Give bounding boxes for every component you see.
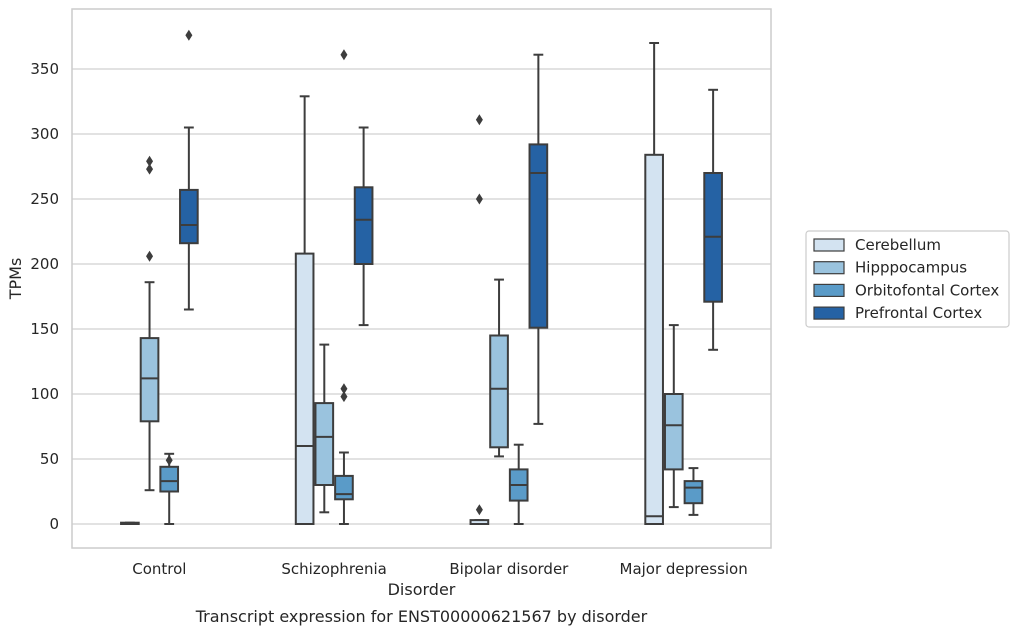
- box-body: [353, 186, 374, 265]
- box-body: [334, 474, 354, 501]
- box-2-2: [508, 443, 529, 525]
- box-body: [663, 393, 684, 471]
- chart-caption: Transcript expression for ENST0000062156…: [195, 607, 648, 626]
- legend-label: Prefrontal Cortex: [855, 304, 982, 322]
- box-1-3: [663, 324, 684, 509]
- box-3-0: [179, 29, 199, 311]
- plot-area-frame: [71, 8, 772, 549]
- outlier-point: [475, 504, 483, 516]
- x-axis-ticks: Control Schizophrenia Bipolar disorder Majo…: [132, 560, 747, 578]
- legend-swatch: [813, 283, 845, 297]
- y-axis-label: TPMs: [6, 258, 25, 301]
- box-3-3: [703, 88, 723, 351]
- y-tick-label: 100: [30, 385, 59, 403]
- y-tick-label: 350: [30, 60, 59, 78]
- box-plots: [120, 29, 723, 526]
- legend-label: Cerebellum: [855, 236, 941, 254]
- outlier-point: [340, 49, 348, 61]
- y-tick-label: 250: [30, 190, 59, 208]
- x-tick-label: Schizophrenia: [281, 560, 386, 578]
- y-tick-label: 150: [30, 320, 59, 338]
- box-body: [159, 465, 180, 493]
- box-3-1: [353, 126, 374, 327]
- box-body: [139, 337, 160, 423]
- outlier-point: [146, 250, 154, 262]
- box-1-1: [314, 343, 335, 514]
- outlier-point: [475, 193, 483, 205]
- box-0-0: [120, 521, 140, 526]
- legend-swatch: [813, 238, 845, 252]
- legend: Cerebellum Hipppocampus Orbitofontal Corte…: [805, 230, 1010, 328]
- y-tick-label: 0: [49, 515, 59, 533]
- box-body: [683, 480, 704, 505]
- box-body: [528, 143, 549, 329]
- box-body: [644, 153, 664, 526]
- outlier-point: [475, 114, 483, 126]
- x-tick-label: Control: [132, 560, 186, 578]
- outlier-point: [340, 383, 348, 395]
- x-axis-label: Disorder: [388, 580, 456, 599]
- y-tick-label: 50: [40, 450, 59, 468]
- y-axis-ticks: 0 50 100 150 200 250 300 350: [30, 60, 59, 533]
- outlier-point: [340, 391, 348, 403]
- x-tick-label: Major depression: [620, 560, 748, 578]
- outlier-point: [165, 454, 173, 466]
- legend-label: Hipppocampus: [855, 259, 967, 277]
- outlier-point: [146, 163, 154, 175]
- legend-frame: [805, 230, 1010, 328]
- box-0-2: [469, 114, 490, 525]
- box-0-3: [644, 42, 664, 526]
- box-body: [314, 402, 335, 487]
- box-2-0: [159, 452, 180, 525]
- box-3-2: [528, 53, 549, 425]
- box-0-1: [294, 95, 315, 525]
- outlier-point: [185, 29, 193, 41]
- legend-label: Orbitofontal Cortex: [855, 281, 999, 299]
- box-2-3: [683, 467, 704, 516]
- box-body: [179, 188, 199, 245]
- box-2-1: [334, 49, 354, 525]
- box-body: [294, 252, 315, 525]
- box-1-2: [489, 278, 509, 458]
- box-1-0: [139, 155, 160, 492]
- y-tick-label: 300: [30, 125, 59, 143]
- x-tick-label: Bipolar disorder: [449, 560, 569, 578]
- legend-swatch: [813, 261, 845, 275]
- outlier-point: [146, 155, 154, 167]
- legend-swatch: [813, 306, 845, 320]
- y-tick-label: 200: [30, 255, 59, 273]
- box-body: [489, 334, 509, 449]
